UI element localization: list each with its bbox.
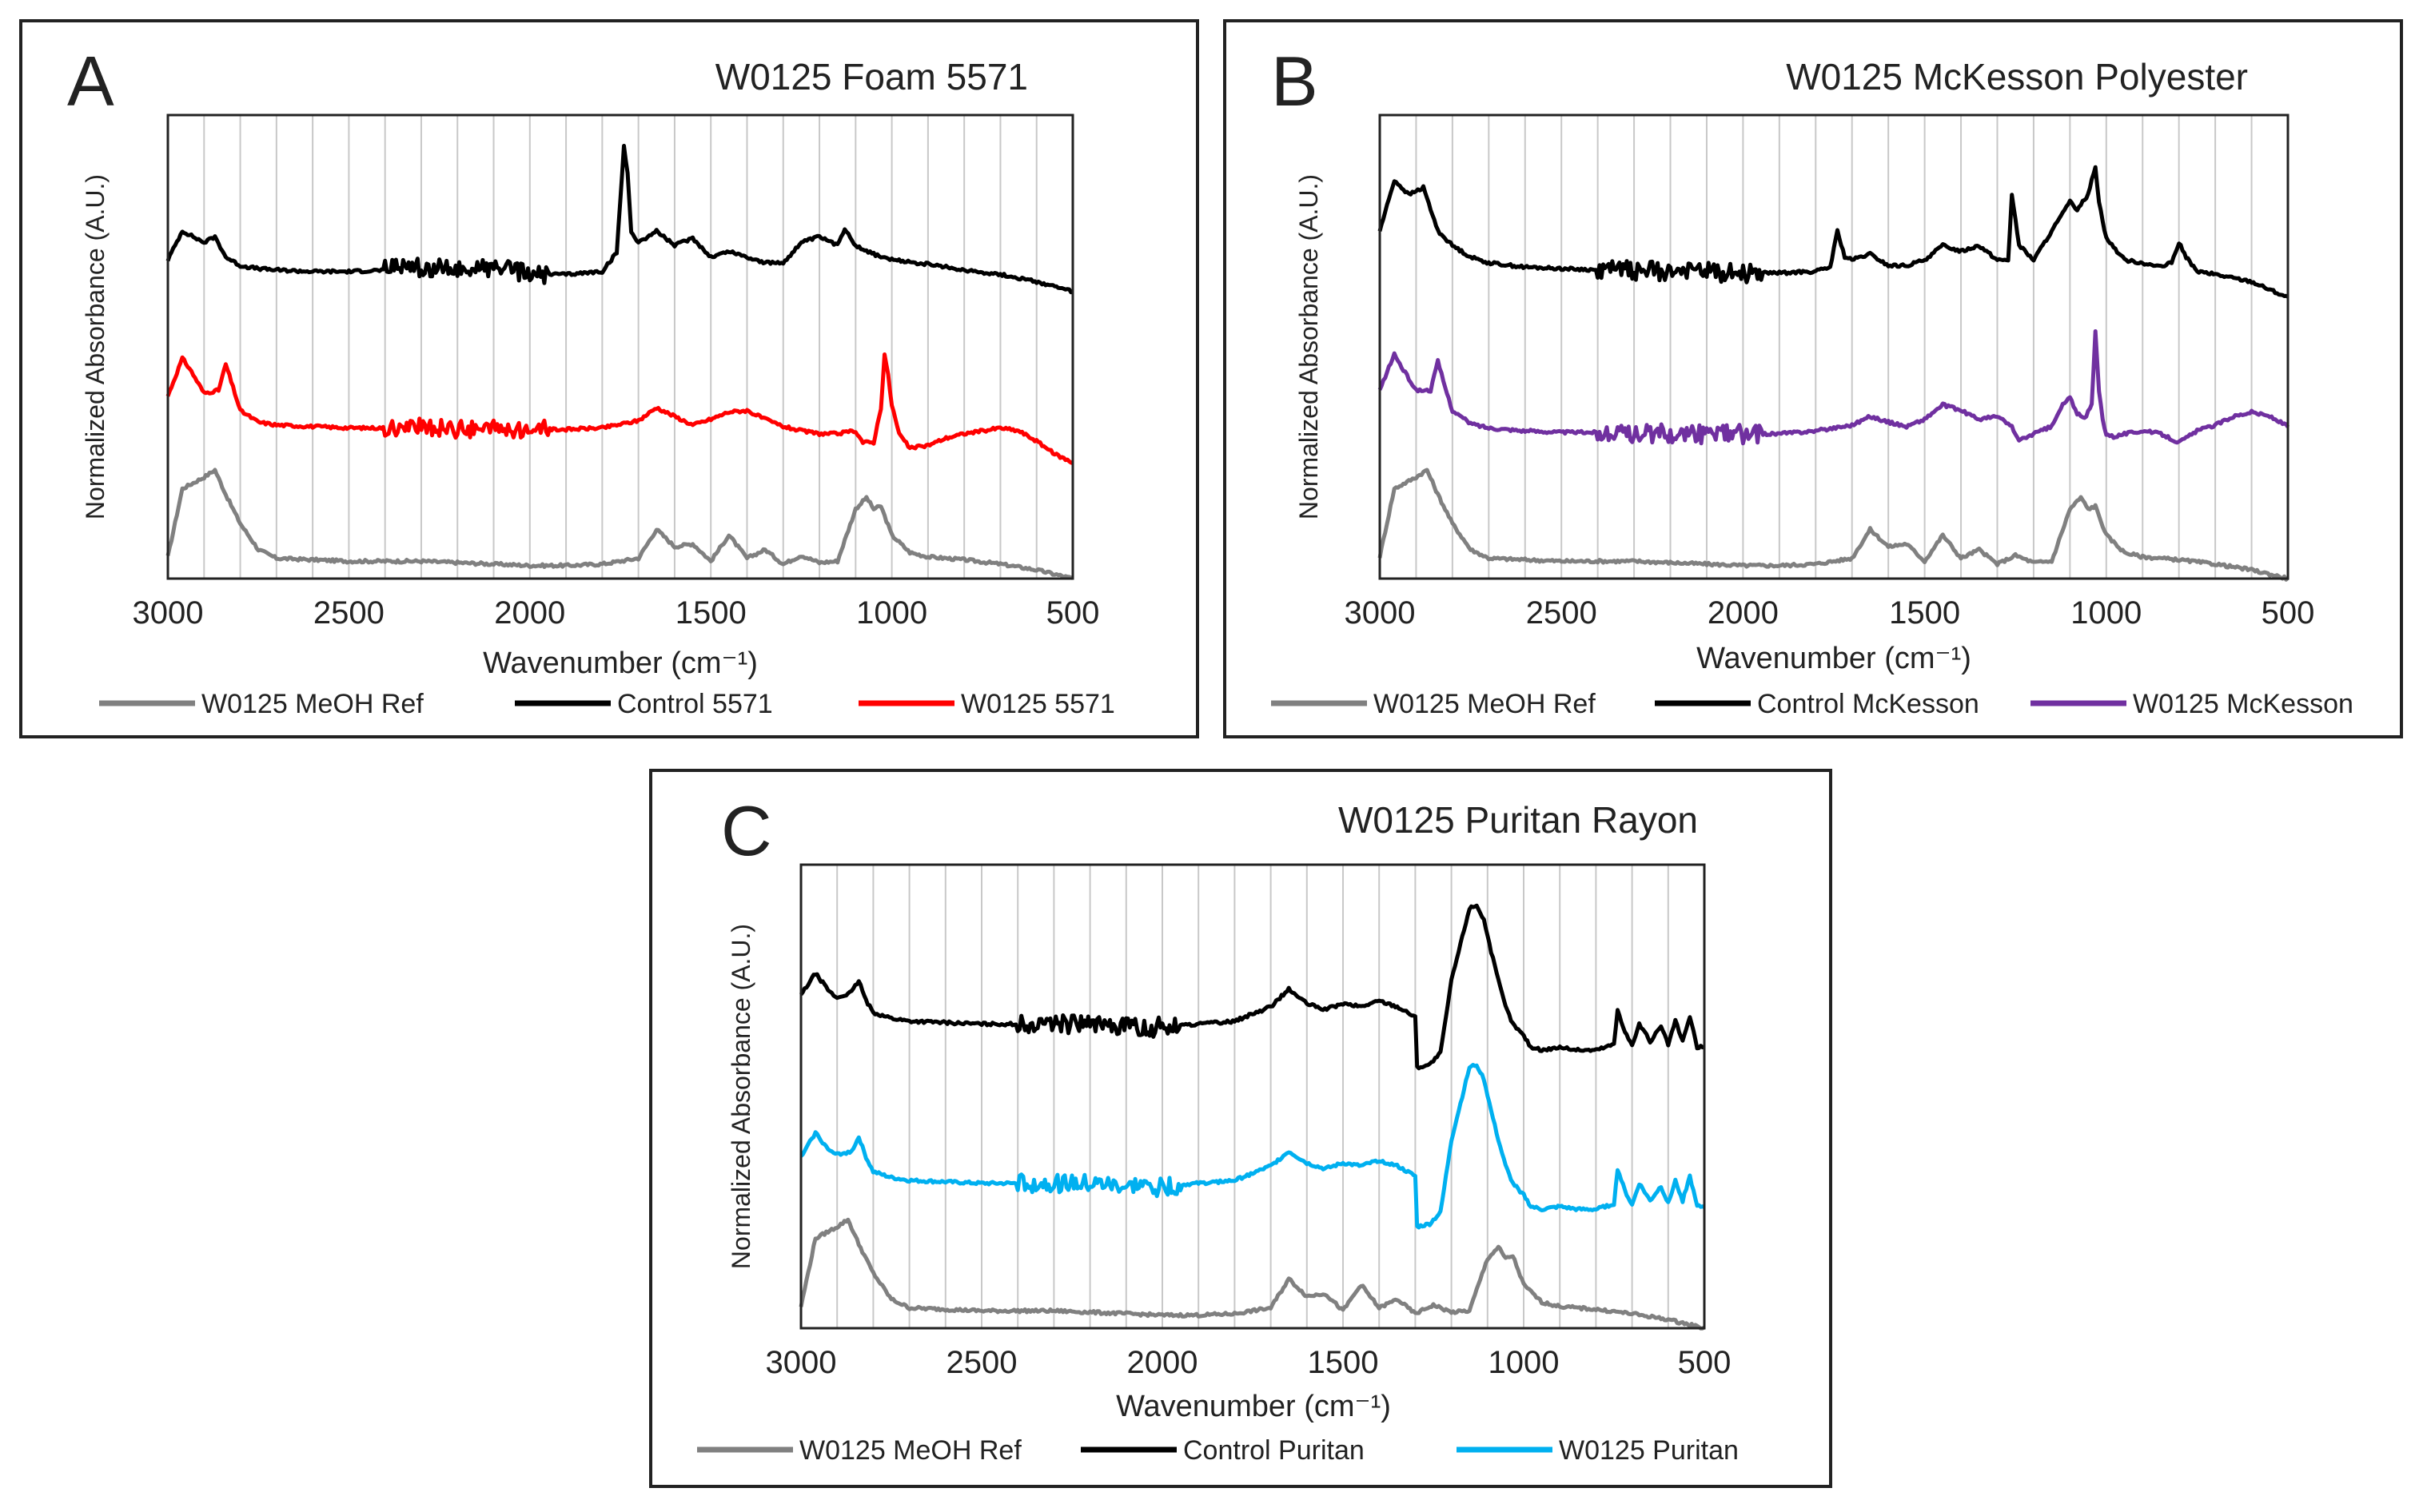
x-axis-label-unit: (cm⁻¹) (1304, 1390, 1391, 1423)
x-axis-label-text: Wavenumber (483, 647, 663, 680)
series-line-2 (799, 903, 1705, 1071)
plot-frame (799, 863, 1706, 1330)
series-line-3 (799, 1063, 1705, 1230)
x-tick-label: 1000 (856, 595, 927, 631)
x-tick-label: 2000 (1708, 595, 1779, 631)
x-tick-label: 3000 (766, 1345, 837, 1380)
plot-frame (1378, 113, 2289, 580)
x-tick-label: 3000 (1345, 595, 1416, 631)
y-axis-label: Normalized Absorbance (A.U.) (727, 924, 755, 1269)
series-line-1 (1377, 468, 2289, 582)
panel-b: B W0125 McKesson Polyester 3000 2500 2000 1… (1223, 19, 2403, 738)
series-line-1 (165, 468, 1074, 580)
series-line-3 (1377, 329, 2290, 446)
panel-frame (19, 19, 1199, 738)
x-tick-label: 2500 (946, 1345, 1018, 1380)
panel-frame (1223, 19, 2403, 738)
series-line-1 (799, 1217, 1706, 1331)
chart-title: W0125 McKesson Polyester (1786, 56, 2248, 97)
legend-entry: Control Puritan (1183, 1435, 1365, 1466)
chart-a: A W0125 Foam 5571 3000 2500 2000 1500 1000 50… (19, 19, 1199, 738)
chart-title: W0125 Foam 5571 (715, 56, 1028, 97)
legend-entry: W0125 5571 (961, 689, 1115, 719)
plot-frame (166, 113, 1074, 580)
x-axis-label-unit: (cm⁻¹) (1884, 642, 1971, 675)
x-tick-label: 2000 (1127, 1345, 1198, 1380)
y-axis-label: Normalized Absorbance (A.U.) (81, 174, 110, 519)
x-axis-label: Wavenumber (cm⁻¹) (1696, 642, 1971, 675)
x-tick-label: 500 (1678, 1345, 1732, 1380)
x-tick-label: 500 (2262, 595, 2315, 631)
x-tick-label: 1500 (1889, 595, 1960, 631)
x-tick-label: 500 (1046, 595, 1100, 631)
x-tick-label: 1000 (2070, 595, 2142, 631)
x-tick-label: 3000 (133, 595, 204, 631)
x-axis-label-text: Wavenumber (1696, 642, 1876, 675)
x-tick-label: 2000 (494, 595, 565, 631)
x-tick-label: 2500 (313, 595, 385, 631)
x-tick-label: 1500 (675, 595, 747, 631)
y-axis-label: Normalized Absorbance (A.U.) (1294, 174, 1323, 519)
x-tick-label: 1500 (1308, 1345, 1379, 1380)
legend-entry: W0125 McKesson (2133, 689, 2353, 719)
x-tick-label: 2500 (1526, 595, 1597, 631)
series-line-3 (165, 352, 1074, 465)
legend-entry: W0125 MeOH Ref (1373, 689, 1596, 719)
legend-entry: W0125 MeOH Ref (201, 689, 424, 719)
chart-b: B W0125 McKesson Polyester 3000 2500 2000 1… (1223, 19, 2403, 738)
legend-entry: Control McKesson (1757, 689, 1979, 719)
panel-letter: A (67, 42, 114, 121)
panel-letter: B (1271, 42, 1318, 121)
chart-title: W0125 Puritan Rayon (1338, 799, 1698, 841)
legend-entry: Control 5571 (617, 689, 773, 719)
legend-entry: W0125 Puritan (1559, 1435, 1739, 1466)
panel-letter: C (721, 791, 772, 870)
x-axis-label-unit: (cm⁻¹) (671, 647, 758, 680)
x-axis-label-text: Wavenumber (1116, 1390, 1296, 1423)
series-line-2 (1377, 165, 2289, 299)
panel-frame (649, 769, 1832, 1488)
panel-a: A W0125 Foam 5571 3000 2500 2000 1500 1000 50… (19, 19, 1199, 738)
x-tick-label: 1000 (1488, 1345, 1560, 1380)
panel-c: C W0125 Puritan Rayon 3000 2500 2000 1500 10… (649, 769, 1832, 1488)
x-axis-label: Wavenumber (cm⁻¹) (483, 647, 758, 680)
chart-c: C W0125 Puritan Rayon 3000 2500 2000 1500 10… (649, 769, 1832, 1488)
x-axis-label: Wavenumber (cm⁻¹) (1116, 1390, 1391, 1423)
legend-entry: W0125 MeOH Ref (799, 1435, 1022, 1466)
series-line-2 (165, 144, 1074, 295)
